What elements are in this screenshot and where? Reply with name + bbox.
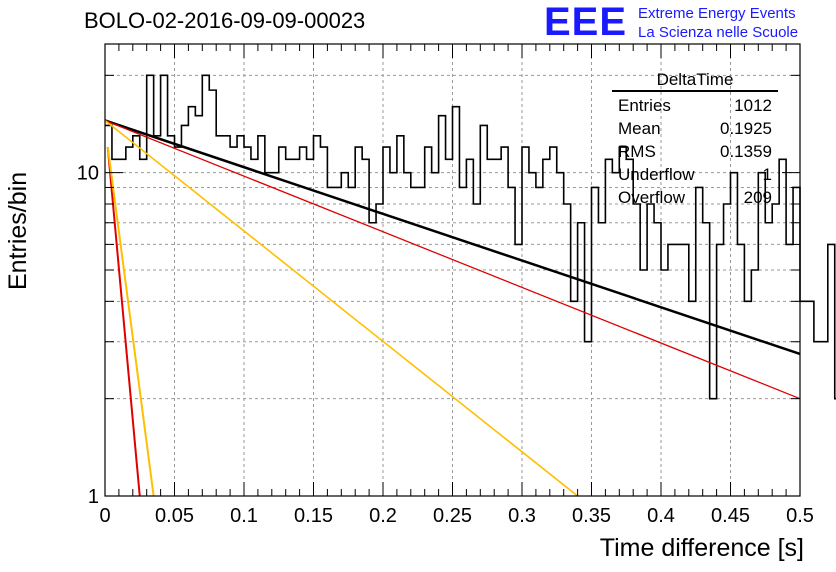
stats-value: 0.1925 — [720, 119, 772, 138]
x-tick-label: 0.35 — [572, 505, 611, 527]
x-tick-label: 0.2 — [369, 505, 397, 527]
fit-line — [104, 119, 801, 400]
stats-label: Entries — [618, 96, 671, 115]
stats-value: 1 — [762, 165, 772, 184]
x-tick-label: 0.15 — [294, 505, 333, 527]
fit-line — [104, 119, 801, 356]
fit-line — [106, 146, 141, 497]
stats-row-entries: Entries 1012 — [612, 94, 778, 117]
stats-label: RMS — [618, 142, 656, 161]
eee-logo-text: Extreme Energy Events La Scienza nelle S… — [638, 4, 798, 42]
x-tick-label: 0.05 — [155, 505, 194, 527]
y-tick-label: 1 — [88, 486, 99, 508]
stats-row-overflow: Overflow 209 — [612, 186, 778, 209]
histogram-steps — [105, 74, 836, 400]
logo-line-2: La Scienza nelle Scuole — [638, 24, 799, 41]
x-tick-label: 0.5 — [786, 505, 814, 527]
x-tick-label: 0.3 — [508, 505, 536, 527]
chart-title: BOLO-02-2016-09-09-00023 — [84, 8, 366, 33]
stats-row-rms: RMS 0.1359 — [612, 140, 778, 163]
x-tick-label: 0.4 — [647, 505, 675, 527]
stats-value: 209 — [743, 188, 772, 207]
stats-box: DeltaTime Entries 1012 Mean 0.1925 RMS 0… — [612, 70, 778, 209]
y-axis-label: Entries/bin — [4, 171, 32, 290]
stats-label: Overflow — [618, 188, 686, 207]
stats-label: Underflow — [618, 165, 695, 184]
stats-value: 1012 — [734, 96, 772, 115]
x-tick-label: 0 — [99, 505, 110, 527]
fit-line — [106, 146, 155, 497]
logo-line-1: Extreme Energy Events — [638, 5, 796, 22]
stats-value: 0.1359 — [720, 142, 772, 161]
stats-title: DeltaTime — [612, 70, 778, 92]
x-tick-label: 0.45 — [711, 505, 750, 527]
eee-logo: EEE — [544, 0, 627, 44]
stats-row-underflow: Underflow 1 — [612, 163, 778, 186]
stats-row-mean: Mean 0.1925 — [612, 117, 778, 140]
y-tick-label: 10 — [77, 163, 99, 185]
eee-logo-mark: EEE — [544, 0, 628, 44]
stats-label: Mean — [618, 119, 661, 138]
x-tick-label: 0.25 — [433, 505, 472, 527]
fit-line — [104, 119, 579, 497]
x-axis-label: Time difference [s] — [599, 534, 804, 562]
x-tick-label: 0.1 — [230, 505, 258, 527]
